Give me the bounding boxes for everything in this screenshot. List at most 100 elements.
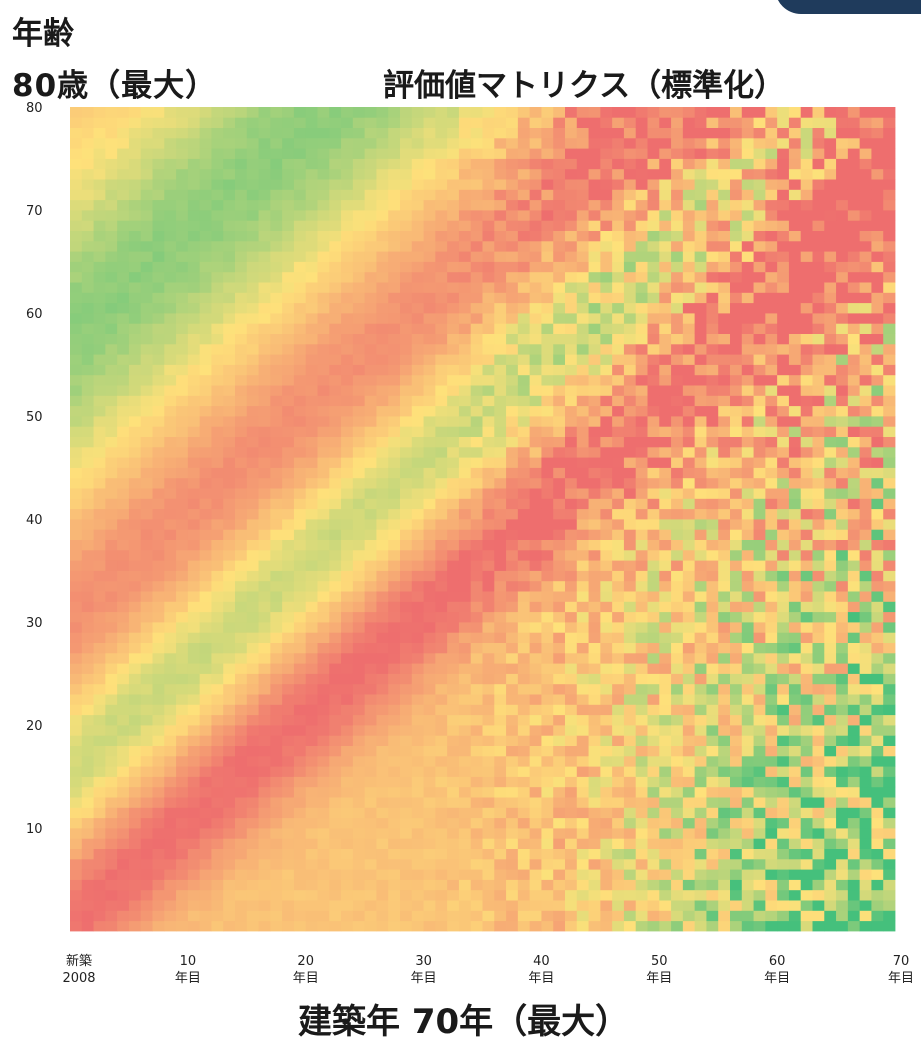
heatmap-cell — [152, 776, 165, 788]
heatmap-cell — [140, 436, 153, 448]
heatmap-cell — [152, 529, 165, 540]
heatmap-cell — [282, 261, 295, 273]
heatmap-cell — [152, 374, 165, 386]
heatmap-cell — [400, 189, 413, 201]
heatmap-cell — [105, 725, 118, 736]
heatmap-cell — [235, 652, 248, 664]
heatmap-cell — [470, 179, 483, 190]
heatmap-cell — [788, 570, 802, 582]
heatmap-cell — [600, 539, 613, 551]
heatmap-cell — [270, 642, 283, 654]
heatmap-cell — [788, 519, 802, 530]
heatmap-cell — [647, 488, 660, 499]
heatmap-cell — [435, 601, 448, 613]
heatmap-cell — [282, 663, 295, 674]
heatmap-cell — [128, 374, 142, 386]
heatmap-cell — [588, 230, 601, 242]
heatmap-cell — [352, 786, 366, 798]
heatmap-cell — [246, 230, 259, 242]
heatmap-cell — [788, 374, 802, 386]
heatmap-cell — [128, 364, 142, 376]
heatmap-cell — [600, 127, 613, 139]
heatmap-cell — [223, 673, 236, 685]
heatmap-cell — [164, 920, 177, 932]
heatmap-cell — [293, 282, 307, 293]
heatmap-cell — [235, 560, 248, 571]
heatmap-cell — [718, 848, 731, 860]
heatmap-cell — [70, 725, 83, 736]
heatmap-cell — [458, 354, 472, 365]
heatmap-cell — [164, 725, 177, 736]
heatmap-cell — [706, 467, 719, 479]
heatmap-cell — [81, 797, 94, 808]
heatmap-cell — [588, 735, 601, 746]
heatmap-cell — [718, 673, 731, 685]
heatmap-cell — [211, 529, 224, 540]
heatmap-cell — [329, 354, 342, 365]
heatmap-cell — [211, 817, 224, 829]
heatmap-cell — [140, 683, 153, 695]
heatmap-cell — [388, 446, 401, 458]
heatmap-cell — [176, 745, 189, 757]
heatmap-cell — [741, 807, 754, 819]
heatmap-cell — [800, 858, 813, 870]
heatmap-cell — [341, 385, 354, 396]
heatmap-cell — [270, 292, 283, 304]
heatmap-cell — [423, 374, 436, 386]
heatmap-cell — [93, 426, 106, 437]
heatmap-cell — [93, 694, 106, 705]
heatmap-cell — [777, 168, 790, 180]
heatmap-cell — [270, 323, 283, 334]
heatmap-cell — [152, 652, 165, 664]
heatmap-cell — [388, 333, 401, 345]
heatmap-cell — [258, 416, 271, 427]
heatmap-cell — [329, 302, 342, 314]
heatmap-cell — [494, 168, 507, 180]
heatmap-cell — [317, 632, 330, 643]
heatmap-cell — [777, 755, 790, 767]
heatmap-cell — [565, 240, 578, 252]
heatmap-cell — [494, 745, 507, 757]
heatmap-cell — [741, 343, 754, 355]
heatmap-cell — [305, 766, 318, 777]
heatmap-cell — [258, 766, 271, 777]
heatmap-cell — [541, 519, 554, 530]
heatmap-cell — [258, 168, 271, 180]
heatmap-cell — [777, 457, 790, 468]
heatmap-cell — [730, 869, 743, 880]
heatmap-cell — [341, 354, 354, 365]
heatmap-cell — [211, 220, 224, 231]
heatmap-cell — [765, 179, 778, 190]
heatmap-cell — [270, 807, 283, 819]
heatmap-cell — [541, 663, 554, 674]
heatmap-cell — [329, 838, 342, 849]
heatmap-cell — [411, 416, 424, 427]
heatmap-cell — [635, 148, 648, 159]
heatmap-cell — [788, 755, 802, 767]
heatmap-cell — [565, 179, 578, 190]
heatmap-cell — [612, 797, 625, 808]
heatmap-cell — [364, 385, 377, 396]
heatmap-cell — [529, 519, 542, 530]
heatmap-cell — [576, 797, 589, 808]
heatmap-cell — [612, 766, 625, 777]
heatmap-cell — [741, 920, 754, 932]
heatmap-cell — [305, 117, 318, 128]
heatmap-cell — [341, 302, 354, 314]
heatmap-cell — [235, 240, 248, 252]
heatmap-cell — [164, 292, 177, 304]
heatmap-cell — [482, 292, 495, 304]
heatmap-cell — [730, 230, 743, 242]
heatmap-cell — [105, 910, 118, 922]
heatmap-cell — [694, 210, 707, 221]
heatmap-cell — [341, 848, 354, 860]
heatmap-cell — [164, 148, 177, 159]
heatmap-cell — [706, 848, 719, 860]
heatmap-cell — [81, 652, 94, 664]
heatmap-cell — [623, 508, 637, 520]
heatmap-cell — [423, 302, 436, 314]
heatmap-cell — [140, 848, 153, 860]
heatmap-cell — [753, 508, 766, 520]
heatmap-cell — [612, 168, 625, 180]
heatmap-cell — [70, 488, 83, 499]
